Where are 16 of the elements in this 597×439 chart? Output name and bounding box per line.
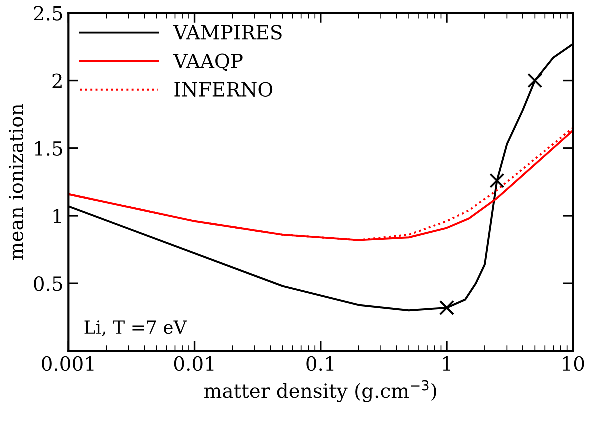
legend-label: VAMPIRES: [173, 25, 282, 40]
x-tick-label: 0.001: [42, 356, 94, 372]
x-tick-label: 0.1: [306, 356, 334, 372]
x-axis-title: matter density (g.cm$^{−3}$): [204, 380, 436, 402]
x-tick-label: 10: [563, 356, 584, 372]
y-tick-label: 1: [54, 208, 62, 224]
x-tick-label: 0.01: [174, 356, 214, 372]
y-tick-label: 0.5: [34, 276, 62, 292]
x-tick-label: 1: [443, 356, 450, 371]
annotation: Li, T =7 eV: [84, 320, 188, 336]
legend-label: VAAQP: [173, 54, 243, 72]
y-tick-label: 2: [52, 74, 62, 88]
y-tick-label: 1.5: [35, 141, 62, 156]
y-axis-title: mean ionization: [8, 104, 24, 260]
y-tick-label: 2.5: [34, 6, 62, 21]
legend-label: INFERNO: [174, 82, 273, 97]
